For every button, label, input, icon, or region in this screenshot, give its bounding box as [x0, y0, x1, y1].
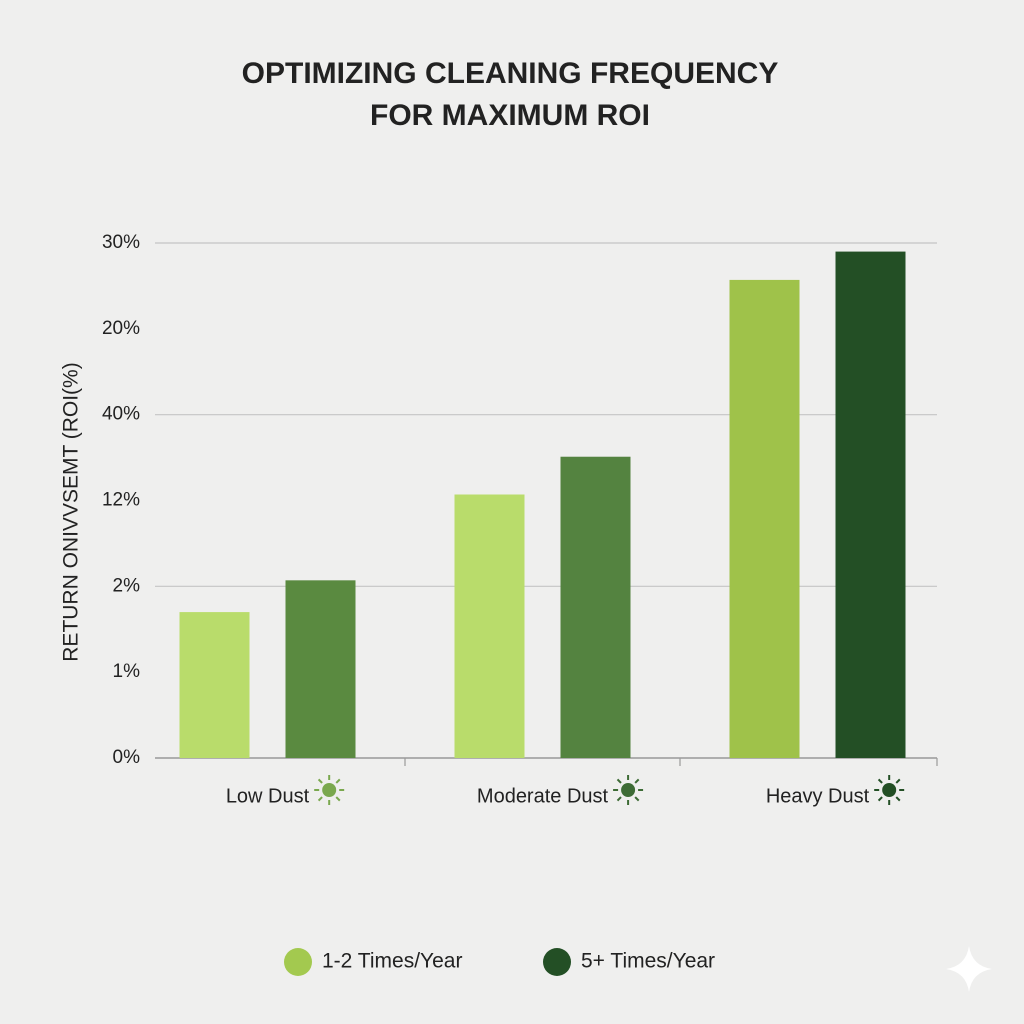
y-tick-label: 30%	[102, 232, 140, 253]
legend-swatch	[284, 948, 312, 976]
chart-title: OPTIMIZING CLEANING FREQUENCY	[242, 57, 779, 90]
bar	[179, 612, 250, 758]
sun-ray	[317, 778, 323, 784]
chart-title: FOR MAXIMUM ROI	[370, 99, 650, 132]
sun-icon	[882, 783, 897, 797]
legend-label: 5+ Times/Year	[581, 950, 715, 973]
sun-ray	[634, 796, 640, 802]
sun-ray	[895, 796, 901, 802]
y-tick-label: 1%	[113, 661, 141, 682]
x-tick-label: Low Dust	[226, 785, 310, 807]
bar	[454, 494, 525, 758]
y-axis-label: RETURN ONIVVSEMT (ROI(%)	[60, 362, 83, 661]
sun-ray	[317, 796, 323, 802]
sun-ray	[335, 796, 341, 802]
sun-icon	[621, 783, 636, 797]
y-tick-label: 40%	[102, 404, 140, 425]
legend-swatch	[543, 948, 571, 976]
y-tick-label: 2%	[113, 575, 141, 596]
sun-ray	[877, 796, 883, 802]
y-tick-label: 20%	[102, 318, 140, 339]
sun-ray	[895, 778, 901, 784]
sun-icon	[322, 783, 337, 797]
sun-ray	[634, 778, 640, 784]
bar	[729, 279, 800, 758]
x-tick-label: Heavy Dust	[766, 785, 870, 807]
sun-ray	[616, 796, 622, 802]
sparkle-icon	[946, 946, 992, 992]
y-tick-label: 12%	[102, 490, 140, 511]
y-tick-label: 0%	[113, 747, 141, 768]
sun-ray	[335, 778, 341, 784]
bar	[835, 251, 906, 759]
x-tick-label: Moderate Dust	[477, 785, 609, 807]
sun-ray	[616, 778, 622, 784]
sun-ray	[877, 778, 883, 784]
legend-label: 1-2 Times/Year	[322, 950, 462, 973]
bar	[285, 580, 356, 758]
bar	[560, 456, 631, 758]
